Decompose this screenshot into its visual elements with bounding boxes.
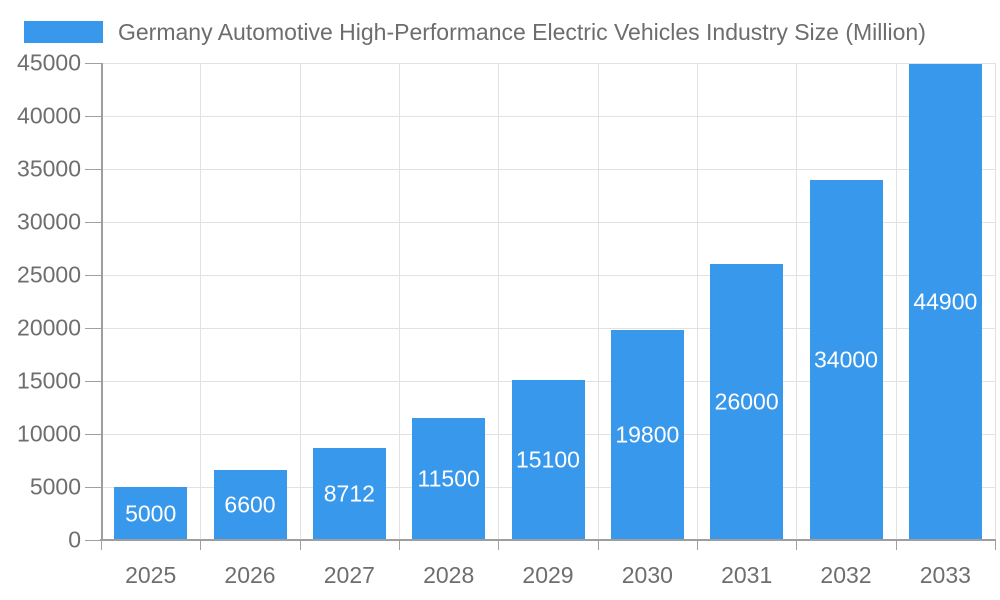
bar[interactable] bbox=[412, 418, 486, 540]
x-axis-tick bbox=[399, 540, 400, 550]
y-axis-label: 45000 bbox=[17, 49, 81, 76]
x-axis-label: 2029 bbox=[522, 562, 574, 588]
x-axis-tick bbox=[995, 540, 996, 550]
x-axis-label: 2033 bbox=[919, 562, 971, 588]
y-gridline bbox=[101, 222, 995, 223]
bar-value-label: 11500 bbox=[417, 465, 480, 492]
x-gridline bbox=[796, 63, 798, 540]
y-axis-tick bbox=[85, 169, 101, 170]
x-axis-label: 2028 bbox=[423, 562, 475, 588]
x-axis-label: 2026 bbox=[224, 562, 276, 588]
y-axis-label: 30000 bbox=[17, 208, 81, 235]
bar[interactable] bbox=[908, 64, 982, 540]
x-axis-label: 2025 bbox=[125, 562, 177, 588]
x-axis-label: 2030 bbox=[621, 562, 673, 588]
x-axis-tick bbox=[895, 540, 897, 550]
bar[interactable] bbox=[114, 487, 188, 540]
bar[interactable] bbox=[312, 447, 386, 540]
bar-value-label: 44900 bbox=[913, 288, 978, 315]
y-axis-tick bbox=[85, 222, 101, 223]
y-gridline bbox=[101, 328, 995, 329]
bar[interactable] bbox=[213, 470, 287, 540]
bar-value-label: 19800 bbox=[615, 421, 680, 448]
x-axis-tick bbox=[597, 540, 599, 550]
y-axis-tick bbox=[85, 434, 101, 435]
x-axis-label: 2031 bbox=[721, 562, 773, 588]
x-axis-line bbox=[100, 539, 996, 541]
y-axis-tick bbox=[85, 381, 101, 382]
legend[interactable]: Germany Automotive High-Performance Elec… bbox=[24, 18, 926, 46]
x-axis-label: 2027 bbox=[323, 562, 375, 588]
y-axis-tick bbox=[85, 116, 101, 117]
y-axis-label: 10000 bbox=[17, 420, 81, 447]
bar-value-label: 8712 bbox=[323, 480, 375, 507]
y-axis-tick bbox=[85, 275, 101, 276]
y-gridline bbox=[101, 116, 995, 117]
x-gridline bbox=[200, 63, 202, 540]
x-axis-tick bbox=[697, 540, 698, 550]
x-gridline bbox=[697, 63, 698, 540]
legend-swatch bbox=[24, 21, 103, 43]
y-axis-label: 5000 bbox=[29, 473, 81, 500]
x-axis-tick bbox=[101, 540, 102, 550]
bar-value-label: 5000 bbox=[125, 500, 177, 526]
x-axis-tick bbox=[796, 540, 798, 550]
y-axis-label: 35000 bbox=[17, 155, 81, 182]
bar-value-label: 15100 bbox=[516, 446, 580, 473]
x-gridline bbox=[299, 63, 301, 540]
legend-label: Germany Automotive High-Performance Elec… bbox=[118, 18, 926, 45]
x-gridline bbox=[597, 63, 599, 540]
x-gridline bbox=[995, 63, 996, 540]
y-axis-label: 20000 bbox=[17, 314, 81, 341]
x-axis-tick bbox=[498, 540, 500, 550]
x-axis-label: 2032 bbox=[820, 562, 872, 588]
y-axis-label: 40000 bbox=[17, 102, 81, 129]
bar[interactable] bbox=[610, 330, 684, 540]
y-axis-label: 25000 bbox=[17, 261, 81, 288]
y-gridline bbox=[101, 63, 995, 64]
y-axis-label: 0 bbox=[68, 526, 81, 553]
x-gridline bbox=[895, 63, 897, 540]
y-gridline bbox=[101, 275, 995, 276]
y-axis-tick bbox=[85, 540, 101, 541]
bar[interactable] bbox=[809, 179, 883, 540]
x-axis-tick bbox=[200, 540, 202, 550]
y-axis-label: 15000 bbox=[17, 367, 81, 394]
bar[interactable] bbox=[710, 264, 784, 540]
y-axis-tick bbox=[85, 487, 101, 488]
x-gridline bbox=[498, 63, 500, 540]
y-gridline bbox=[101, 169, 995, 170]
y-axis-tick bbox=[85, 63, 101, 64]
y-axis-line bbox=[101, 63, 103, 540]
x-gridline bbox=[399, 63, 400, 540]
y-axis-tick bbox=[85, 328, 101, 329]
x-axis-tick bbox=[299, 540, 301, 550]
bar[interactable] bbox=[511, 379, 585, 540]
bar-value-label: 34000 bbox=[814, 346, 878, 373]
bar-value-label: 6600 bbox=[224, 491, 276, 518]
bar-value-label: 26000 bbox=[714, 388, 779, 415]
